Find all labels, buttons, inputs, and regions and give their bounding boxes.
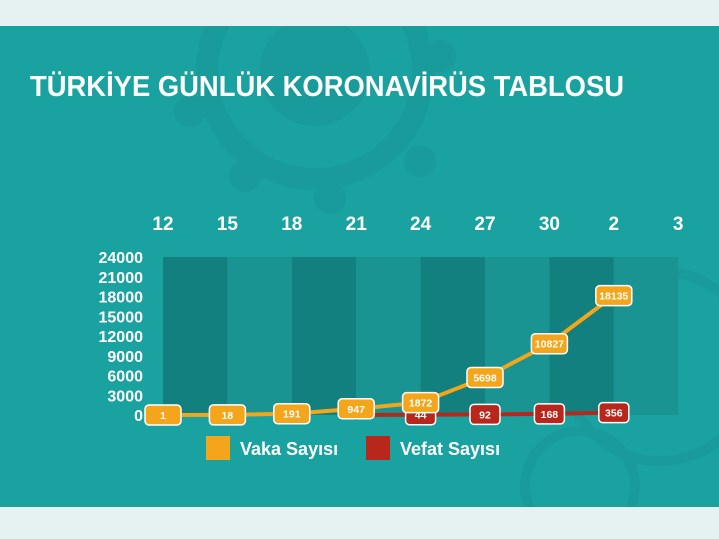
deaths-legend-swatch (366, 436, 390, 460)
x-tick-label: 15 (217, 214, 239, 235)
y-tick-label: 12000 (99, 329, 144, 346)
y-tick-label: 3000 (107, 388, 143, 405)
cases-point (595, 284, 633, 307)
plot-band (227, 257, 292, 415)
x-tick-label: 27 (474, 214, 495, 235)
y-tick-label: 0 (134, 408, 143, 425)
deaths-data-label: 168 (541, 409, 559, 421)
cases-legend-label: Vaka Sayısı (240, 439, 338, 459)
cases-data-label: 191 (283, 409, 301, 421)
deaths-point (469, 403, 501, 426)
plot-band (613, 257, 679, 415)
cases-point (208, 404, 247, 426)
x-tick-label: 18 (281, 214, 302, 235)
deaths-data-label: 92 (479, 409, 491, 421)
x-tick-label: 24 (410, 214, 432, 235)
cases-point (144, 404, 182, 426)
deaths-legend-label: Vefat Sayısı (400, 439, 500, 459)
y-tick-label: 6000 (107, 369, 143, 386)
cases-data-label: 1 (160, 410, 166, 422)
x-tick-label: 12 (152, 214, 173, 235)
series-layer: 44 92 168 356 1 18 191 947 1872 5698 10827 18135 (144, 284, 633, 426)
cases-point (530, 332, 569, 355)
x-tick-label: 30 (539, 214, 560, 235)
cases-data-label: 18135 (599, 291, 628, 303)
cases-point (337, 398, 375, 420)
cases-data-label: 1872 (409, 398, 433, 410)
deaths-data-label: 356 (605, 408, 623, 420)
chart-title: TÜRKİYE GÜNLÜK KORONAVİRÜS TABLOSU (30, 70, 624, 103)
x-tick-label: 2 (609, 214, 620, 235)
y-axis: 24000 21000 18000 15000 12000 9000 6000 3000 0 (99, 250, 144, 425)
cases-point (466, 366, 504, 389)
deaths-point (533, 403, 566, 425)
deaths-point (598, 401, 630, 424)
cases-point (273, 402, 311, 425)
cases-data-label: 947 (347, 404, 365, 416)
decor-virus-icon (174, 26, 456, 214)
x-axis: 12 15 18 21 24 27 30 2 3 (152, 214, 683, 235)
line-chart: TÜRKİYE GÜNLÜK KORONAVİRÜS TABLOSU 12 15 1… (30, 26, 719, 507)
x-tick-label: 21 (346, 214, 368, 235)
chart-card: TÜRKİYE GÜNLÜK KORONAVİRÜS TABLOSU 12 15 1… (0, 26, 719, 507)
x-tick-label: 3 (673, 214, 684, 235)
legend: Vaka Sayısı Vefat Sayısı (206, 436, 500, 460)
plot-band (356, 257, 421, 415)
plot-area (163, 257, 679, 415)
y-tick-label: 24000 (99, 250, 144, 267)
plot-band (163, 257, 228, 415)
y-tick-label: 21000 (99, 270, 144, 287)
cases-data-label: 5698 (473, 372, 497, 384)
cases-data-label: 10827 (535, 339, 564, 351)
plot-band (291, 257, 357, 415)
cases-point (401, 391, 440, 414)
y-tick-label: 18000 (99, 290, 144, 307)
y-tick-label: 15000 (99, 309, 144, 326)
deaths-data-label: 44 (415, 410, 427, 422)
cases-data-label: 18 (222, 410, 234, 422)
y-tick-label: 9000 (107, 349, 143, 366)
cases-legend-swatch (206, 436, 230, 460)
